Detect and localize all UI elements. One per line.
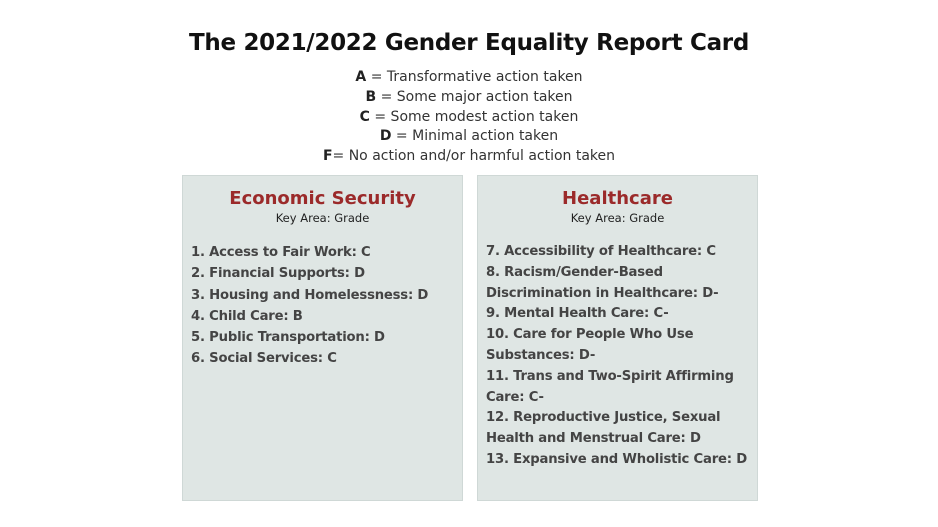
legend-text: = No action and/or harmful action taken [332, 148, 616, 165]
legend-grade: A [355, 69, 367, 85]
list-item: 12. Reproductive Justice, Sexual Health … [486, 410, 721, 447]
list-item: 11. Trans and Two-Spirit Affirming Care:… [486, 368, 734, 405]
list-item: 3. Housing and Homelessness: D [191, 287, 429, 303]
list-item: 10. Care for People Who Use Substances: … [486, 327, 694, 363]
list-item: 7. Accessibility of Healthcare: C [486, 244, 716, 259]
list-item: 4. Child Care: B [191, 308, 303, 324]
panel-subtitle: Key Area: Grade [275, 211, 370, 225]
legend-text: = Some modest action taken [369, 108, 579, 125]
grade-list: 7. Accessibility of Healthcare: C 8. Rac… [478, 242, 757, 471]
healthcare-panel: Healthcare Key Area: Grade 7. Accessibil… [477, 175, 758, 501]
legend-row-b: B = Some major action taken [0, 88, 938, 108]
legend-text: = Transformative action taken [366, 69, 583, 85]
list-item: 13. Expansive and Wholistic Care: D [486, 451, 747, 467]
page-title: The 2021/2022 Gender Equality Report Car… [188, 30, 750, 56]
legend-row-f: F= No action and/or harmful action taken [0, 147, 938, 167]
list-item: 5. Public Transportation: D [191, 330, 385, 346]
list-item: 8. Racism/Gender-Based Discrimination in… [486, 264, 719, 301]
panel-subtitle: Key Area: Grade [570, 211, 665, 225]
legend-row-a: A = Transformative action taken [0, 68, 938, 88]
grade-list: 1. Access to Fair Work: C 2. Financial S… [183, 242, 462, 370]
legend-row-d: D = Minimal action taken [0, 127, 938, 147]
grade-legend: A = Transformative action taken B = Some… [0, 68, 938, 167]
legend-grade: B [365, 88, 377, 105]
economic-security-panel: Economic Security Key Area: Grade 1. Acc… [182, 175, 463, 501]
list-item: 6. Social Services: C [191, 351, 337, 367]
list-item: 1. Access to Fair Work: C [191, 245, 371, 260]
list-item: 9. Mental Health Care: C- [486, 306, 669, 322]
legend-text: = Some major action taken [376, 88, 573, 105]
legend-row-c: C = Some modest action taken [0, 108, 938, 128]
panel-title: Healthcare [562, 188, 673, 209]
legend-grade: F [322, 148, 333, 165]
legend-grade: C [359, 108, 370, 125]
legend-grade: D [379, 128, 392, 145]
legend-text: = Minimal action taken [391, 128, 559, 145]
list-item: 2. Financial Supports: D [191, 266, 365, 282]
panel-title: Economic Security [229, 188, 416, 209]
